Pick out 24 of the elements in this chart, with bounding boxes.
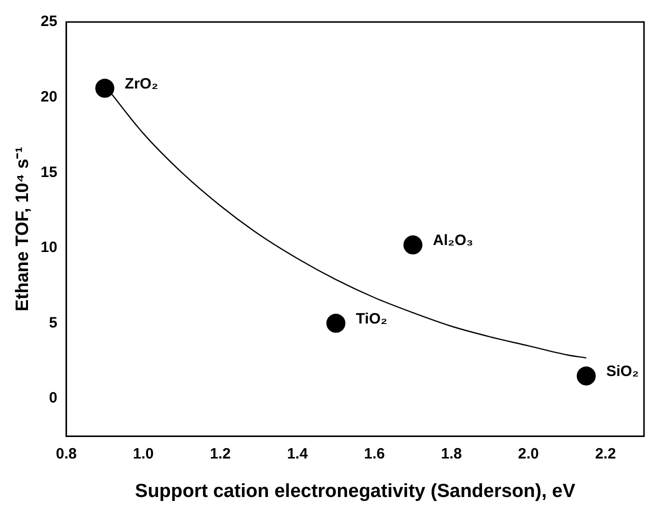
x-tick-label: 1.8 — [441, 445, 462, 462]
point — [326, 314, 346, 333]
x-tick-label: 1.0 — [132, 445, 154, 462]
x-tick-label: 1.4 — [286, 445, 308, 462]
point — [403, 235, 422, 254]
y-axis-title: Ethane TOF, 10⁴ s⁻¹ — [12, 146, 32, 312]
y-tick-label: 0 — [48, 390, 58, 407]
y-tick-label: 5 — [48, 314, 58, 332]
x-axis-title: Support cation electronegativity (Sanderson), eV — [135, 480, 576, 502]
annotation: SiO₂ — [606, 363, 639, 380]
annotation: TiO₂ — [356, 310, 388, 328]
x-tick-label: 1.6 — [364, 445, 385, 462]
y-tick-label: 10 — [40, 239, 58, 256]
y-tick-label: 25 — [40, 13, 58, 30]
y-tick-label: 20 — [40, 88, 58, 106]
y-tick-label: 15 — [40, 164, 58, 181]
annotation: ZrO₂ — [124, 75, 158, 92]
x-tick-label: 0.8 — [56, 445, 77, 462]
x-tick-label: 1.2 — [210, 445, 231, 462]
point — [576, 366, 596, 386]
annotation: Al₂O₃ — [432, 232, 474, 250]
x-tick-label: 2.0 — [518, 445, 539, 462]
point — [95, 78, 114, 98]
x-tick-label: 2.2 — [595, 445, 616, 462]
